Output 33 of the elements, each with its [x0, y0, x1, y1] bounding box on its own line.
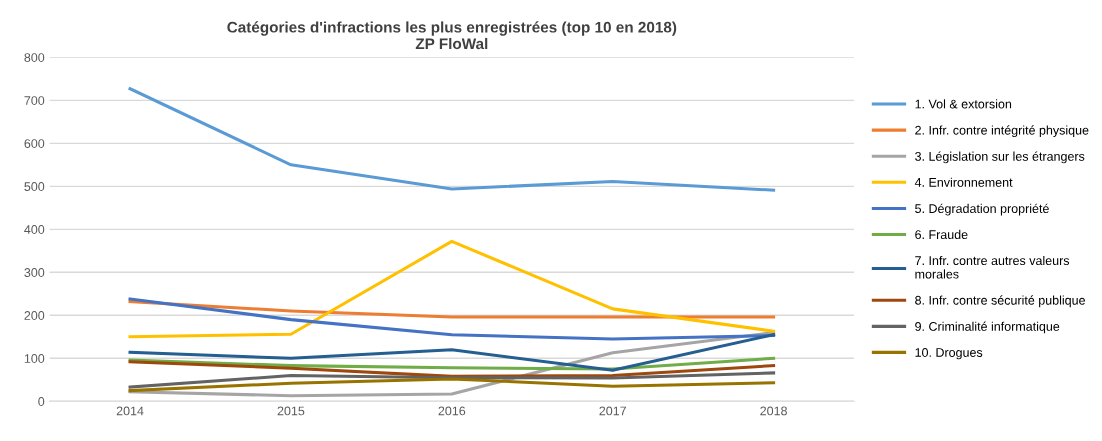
y-tick-label: 800 — [24, 53, 45, 62]
legend-label: 10. Drogues — [915, 348, 983, 360]
line-series — [128, 377, 776, 393]
line-series — [128, 87, 776, 192]
y-tick-label: 100 — [24, 354, 45, 363]
legend-label: 1. Vol & extorsion — [915, 99, 1012, 109]
x-tick-label: 2016 — [438, 406, 466, 416]
x-tick-label: 2015 — [277, 406, 305, 416]
line-series — [128, 297, 776, 341]
x-tick-label: 2017 — [599, 406, 626, 416]
line-series — [128, 239, 776, 339]
x-tick-label: 2018 — [760, 406, 787, 416]
line-series — [128, 356, 776, 371]
y-tick-label: 500 — [24, 182, 45, 191]
y-tick-label: 400 — [24, 225, 45, 234]
y-tick-label: 700 — [24, 96, 45, 105]
legend-label: 5. Dégradation propriété — [915, 203, 1049, 216]
line-series — [128, 371, 776, 389]
line-series — [128, 333, 776, 372]
legend-label: 3. Législation sur les étrangers — [915, 151, 1085, 164]
chart-title: Catégories d'infractions les plus enregistrées (top 10 en 2018) — [227, 21, 677, 36]
chart-subtitle: ZP FloWal — [415, 37, 488, 50]
legend-label: 8. Infr. contre sécurité publique — [915, 295, 1085, 308]
y-tick-label: 300 — [24, 268, 45, 277]
y-tick-label: 600 — [24, 139, 45, 148]
legend-label: 7. Infr. contre autres valeurs morales — [915, 255, 1070, 279]
y-tick-label: 0 — [38, 397, 45, 406]
legend-label: 9. Criminalité informatique — [915, 321, 1060, 334]
legend-label: 2. Infr. contre intégrité physique — [915, 125, 1089, 138]
legend-label: 4. Environnement — [914, 177, 1013, 187]
legend-label: 6. Fraude — [915, 229, 968, 240]
y-tick-label: 200 — [24, 311, 45, 320]
x-tick-label: 2014 — [116, 406, 144, 416]
